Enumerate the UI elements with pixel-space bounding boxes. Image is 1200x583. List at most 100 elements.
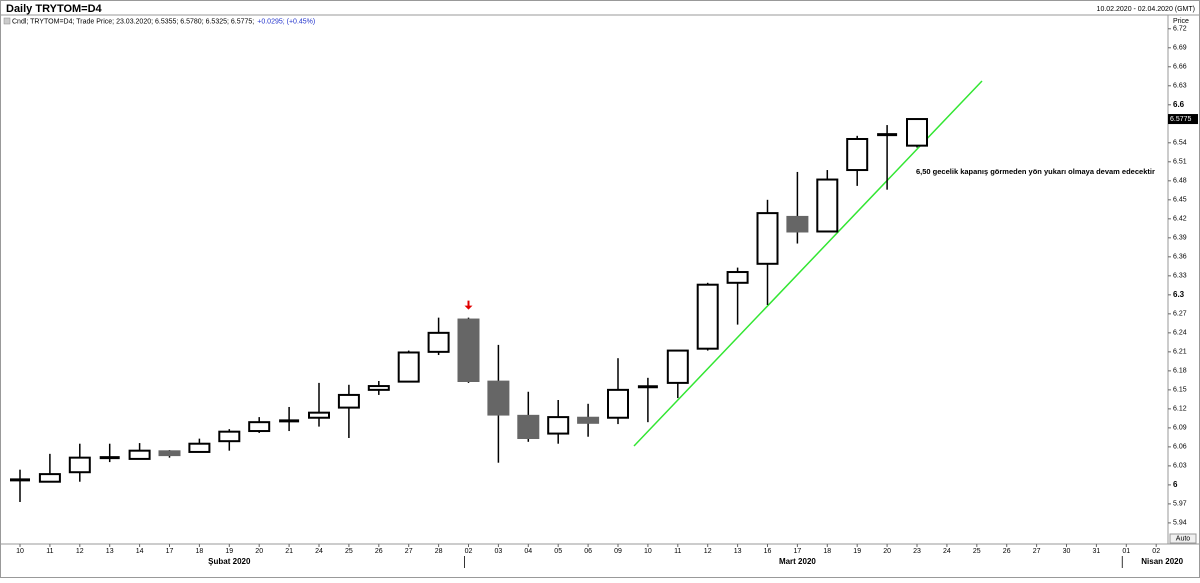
x-tick-label: 21 [285, 548, 293, 555]
y-tick-label: 6.66 [1173, 64, 1187, 71]
x-tick-label: 23 [913, 548, 921, 555]
series-info: Cndl; TRYTOM=D4; Trade Price; 23.03.2020… [12, 18, 254, 25]
x-tick-label: 04 [524, 548, 532, 555]
x-tick-label: 12 [76, 548, 84, 555]
y-tick-label: 6.15 [1173, 387, 1187, 394]
annotation: 6,50 gecelik kapanış görmeden yön yukarı… [916, 167, 1155, 176]
y-tick-label: 6.12 [1173, 406, 1187, 413]
x-tick-label: 06 [584, 548, 592, 555]
y-tick-label: 6.69 [1173, 45, 1187, 52]
y-tick-label: 6.33 [1173, 273, 1187, 280]
series-icon [3, 17, 11, 25]
y-tick-label: 6.48 [1173, 178, 1187, 185]
x-tick-label: 11 [46, 548, 53, 555]
candle-body [308, 411, 330, 419]
x-tick-label: 09 [614, 548, 622, 555]
candle-body [68, 456, 91, 474]
candle-body [816, 178, 839, 233]
candle-body [846, 137, 869, 172]
y-tick-label: 6.42 [1173, 216, 1187, 223]
x-tick-label: 13 [734, 548, 742, 555]
x-tick-label: 13 [106, 548, 114, 555]
y-tick-label: 6.72 [1173, 26, 1187, 33]
x-tick-label: 02 [465, 548, 473, 555]
x-tick-label: 27 [405, 548, 413, 555]
candle-body [786, 215, 809, 233]
y-tick-label: 5.94 [1173, 520, 1187, 527]
candle-body [457, 318, 480, 382]
candle-body [218, 430, 241, 443]
y-tick-label: 6.51 [1173, 159, 1187, 166]
x-tick-label: 01 [1122, 548, 1130, 555]
candle-body [577, 416, 600, 424]
x-tick-label: 20 [255, 548, 263, 555]
y-tick-label: 6.63 [1173, 83, 1187, 90]
x-tick-label: 24 [943, 548, 951, 555]
candle-body [188, 442, 211, 453]
candle-body [726, 271, 749, 284]
x-tick-label: 30 [1063, 548, 1071, 555]
x-tick-label: 05 [554, 548, 562, 555]
x-tick-label: 03 [495, 548, 503, 555]
y-tick-label: 6.09 [1173, 425, 1187, 432]
y-tick-label: 6.39 [1173, 235, 1187, 242]
candle-body [158, 450, 181, 457]
x-tick-label: 19 [225, 548, 233, 555]
x-tick-label: 25 [345, 548, 353, 555]
candle-body [427, 331, 450, 353]
month-label: Nisan 2020 [1141, 557, 1183, 566]
last-price-label: 6.5775 [1170, 116, 1192, 123]
candle-body [128, 449, 151, 460]
x-tick-label: 26 [1003, 548, 1011, 555]
y-tick-label: 6.36 [1173, 254, 1187, 261]
x-tick-label: 14 [136, 548, 144, 555]
last-price-box [1168, 114, 1198, 125]
candle-body [696, 283, 719, 350]
series-change: +0.0295; (+0.45%) [257, 18, 315, 25]
x-tick-label: 31 [1093, 548, 1101, 555]
y-tick-label: 6.24 [1173, 330, 1187, 337]
x-tick-label: 10 [16, 548, 24, 555]
x-tick-label: 17 [166, 548, 174, 555]
x-tick-label: 20 [883, 548, 891, 555]
date-range: 10.02.2020 - 02.04.2020 (GMT) [1097, 6, 1195, 13]
y-axis-label: Price [1173, 18, 1189, 25]
month-label: Mart 2020 [779, 557, 816, 566]
x-tick-label: 12 [704, 548, 712, 555]
x-tick-label: 17 [794, 548, 802, 555]
y-tick-label: 6.54 [1173, 140, 1187, 147]
x-tick-label: 19 [853, 548, 861, 555]
y-tick-label: 6.3 [1173, 290, 1185, 299]
auto-button[interactable] [1169, 533, 1197, 544]
y-tick-label: 6.45 [1173, 197, 1187, 204]
month-label: Şubat 2020 [208, 557, 251, 566]
candle-body [906, 118, 928, 147]
candle-body [607, 388, 629, 419]
candle-body [666, 349, 689, 384]
y-tick-label: 6.6 [1173, 100, 1185, 109]
y-tick-label: 6.18 [1173, 368, 1187, 375]
y-tick-label: 6.03 [1173, 463, 1187, 470]
x-tick-label: 02 [1152, 548, 1160, 555]
y-tick-label: 6.21 [1173, 349, 1187, 356]
x-tick-label: 10 [644, 548, 652, 555]
x-tick-label: 16 [764, 548, 772, 555]
y-tick-label: 6.06 [1173, 444, 1187, 451]
chart-title: Daily TRYTOM=D4 [6, 3, 103, 15]
x-tick-label: 26 [375, 548, 383, 555]
auto-button-label[interactable]: Auto [1176, 535, 1191, 542]
candle-body [38, 473, 61, 483]
candle-body [756, 212, 779, 265]
candle-body [337, 393, 360, 409]
x-tick-label: 11 [674, 548, 681, 555]
x-tick-label: 27 [1033, 548, 1041, 555]
candle-body [248, 421, 271, 433]
candle-body [397, 351, 420, 383]
x-tick-label: 18 [823, 548, 831, 555]
candle-body [487, 380, 510, 416]
candle-body [517, 414, 540, 440]
candle-body [547, 416, 570, 435]
y-tick-label: 6.27 [1173, 311, 1187, 318]
